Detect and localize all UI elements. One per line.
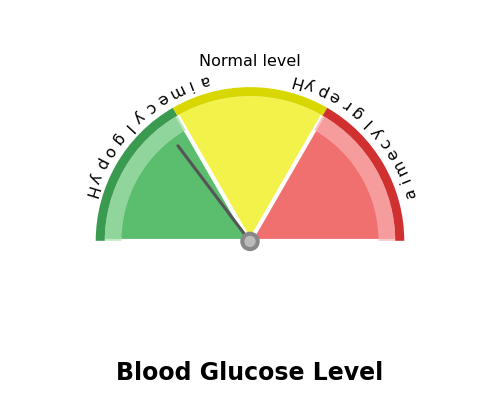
Text: l: l [360, 115, 374, 129]
Text: e: e [154, 90, 170, 108]
Text: Blood Glucose Level: Blood Glucose Level [116, 361, 384, 385]
Text: r: r [339, 96, 353, 112]
Text: a: a [402, 186, 419, 199]
Text: l: l [120, 121, 134, 134]
Wedge shape [314, 115, 396, 241]
Text: e: e [326, 88, 342, 106]
Text: p: p [92, 156, 110, 173]
Wedge shape [250, 115, 396, 241]
Circle shape [241, 232, 259, 251]
Text: o: o [100, 143, 118, 159]
Text: y: y [368, 123, 386, 141]
Text: a: a [197, 72, 210, 89]
Text: g: g [348, 103, 366, 122]
Wedge shape [177, 95, 323, 241]
Text: m: m [390, 156, 410, 177]
Wedge shape [322, 108, 404, 241]
Text: m: m [166, 81, 186, 102]
Wedge shape [96, 108, 178, 241]
Text: H: H [288, 72, 304, 89]
Circle shape [245, 236, 255, 246]
Text: c: c [377, 135, 394, 151]
Text: y: y [130, 108, 146, 126]
Text: g: g [108, 130, 126, 148]
Text: e: e [384, 146, 402, 163]
Text: Normal level: Normal level [199, 54, 301, 69]
Wedge shape [104, 115, 250, 241]
Wedge shape [104, 115, 186, 241]
Text: p: p [314, 81, 330, 99]
Text: H: H [81, 184, 99, 201]
Text: y: y [86, 171, 104, 186]
Wedge shape [173, 87, 327, 116]
Wedge shape [104, 95, 396, 241]
Text: i: i [398, 174, 413, 184]
Text: y: y [302, 76, 316, 93]
Text: i: i [184, 78, 194, 93]
Text: c: c [142, 98, 158, 116]
